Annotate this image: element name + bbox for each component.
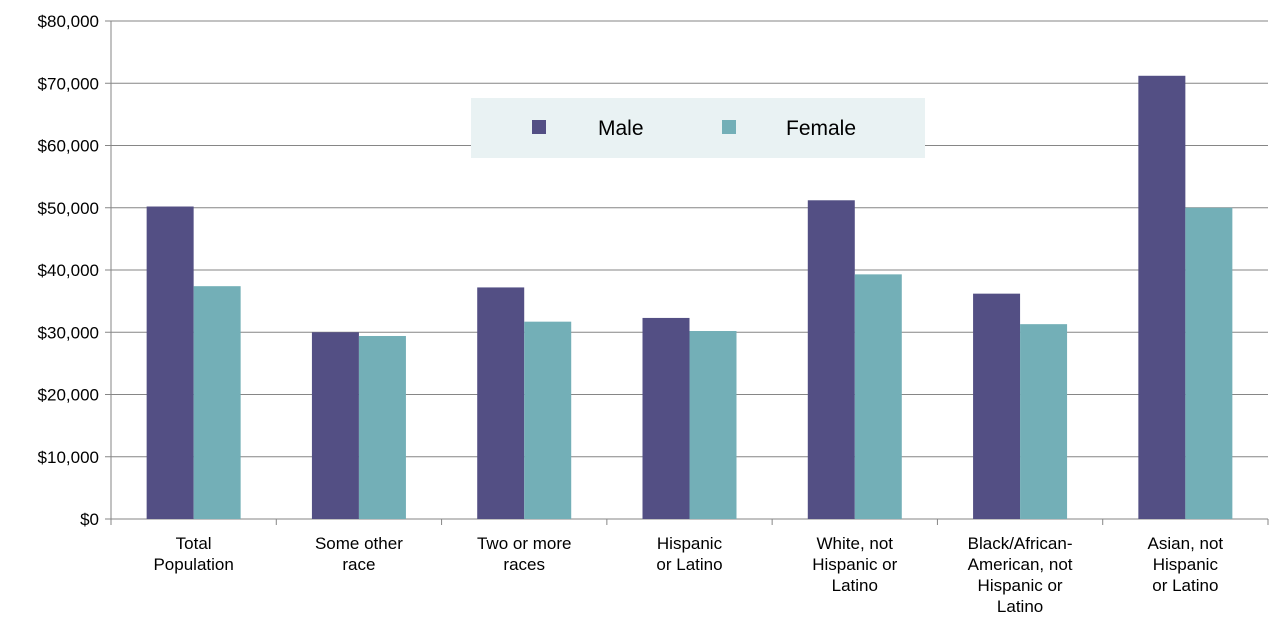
x-axis-category-label: Hispanic or: [812, 555, 897, 574]
bar-female: [1185, 207, 1233, 519]
legend-box: [471, 98, 925, 158]
bars: [146, 75, 1233, 519]
bar-male: [642, 317, 690, 519]
y-axis-tick-label: $10,000: [38, 448, 99, 467]
y-axis-tick-label: $70,000: [38, 74, 99, 93]
legend-label-male: Male: [598, 117, 644, 140]
bar-male: [973, 293, 1021, 519]
bar-male: [146, 206, 194, 519]
x-axis-category-label: Hispanic: [1153, 555, 1219, 574]
y-axis-tick-labels: $0 $10,000 $20,000 $30,000 $40,000 $50,000 $60…: [38, 12, 99, 529]
y-axis-tick-label: $60,000: [38, 137, 99, 156]
x-axis-category-label: Latino: [997, 597, 1043, 616]
x-axis-category-label: race: [342, 555, 375, 574]
bar-female: [689, 331, 737, 519]
legend-swatch-female: [722, 120, 736, 134]
bar-female: [1020, 324, 1068, 519]
x-axis-category-label: Hispanic: [657, 534, 723, 553]
bar-female: [358, 335, 406, 519]
bar-male: [477, 287, 525, 519]
x-axis-category-label: Total: [176, 534, 212, 553]
x-axis-category-label: American, not: [968, 555, 1073, 574]
y-axis-tick-label: $50,000: [38, 199, 99, 218]
legend-swatch-male: [532, 120, 546, 134]
y-axis-tick-label: $30,000: [38, 323, 99, 342]
x-axis-category-label: Some other: [315, 534, 403, 553]
y-axis-tick-label: $20,000: [38, 386, 99, 405]
x-axis-category-label: Latino: [832, 576, 878, 595]
bar-female: [854, 274, 902, 519]
x-axis-category-labels: Total Population Some other race Two or more…: [153, 534, 1223, 616]
x-axis-category-label: Asian, not: [1148, 534, 1224, 553]
y-axis-tick-label: $40,000: [38, 261, 99, 280]
x-axis-category-label: Hispanic or: [978, 576, 1063, 595]
bar-male: [807, 200, 855, 519]
y-axis-tick-label: $0: [80, 510, 99, 529]
x-axis-category-label: White, not: [817, 534, 894, 553]
bar-male: [1138, 75, 1186, 519]
legend-label-female: Female: [786, 117, 856, 140]
bar-male: [311, 332, 359, 519]
legend: Male Female: [471, 98, 925, 158]
x-axis-category-label: Population: [153, 555, 233, 574]
x-axis-category-label: Black/African-: [968, 534, 1073, 553]
bar-female: [193, 286, 241, 519]
x-axis-category-label: Two or more: [477, 534, 571, 553]
x-axis-category-label: or Latino: [656, 555, 722, 574]
bar-female: [524, 321, 572, 519]
y-axis-tick-label: $80,000: [38, 12, 99, 31]
x-axis-category-label: races: [503, 555, 545, 574]
x-axis-category-label: or Latino: [1152, 576, 1218, 595]
